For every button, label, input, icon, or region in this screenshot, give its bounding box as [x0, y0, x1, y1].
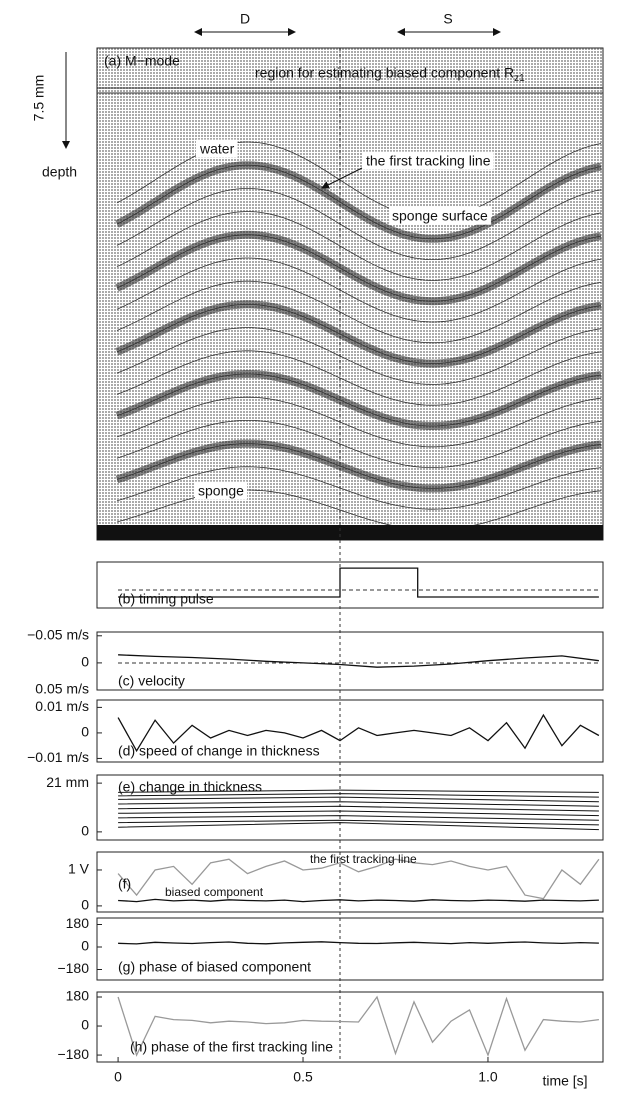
tracking-line: [116, 164, 602, 240]
label-backdrop: [195, 481, 248, 500]
line: [118, 796, 599, 803]
depth-label: depth: [42, 164, 77, 180]
interval-label: S: [443, 11, 452, 27]
tracking-line: [116, 466, 602, 510]
panel-frame: [96, 851, 604, 913]
tracking-line: [116, 211, 602, 281]
line: [118, 810, 599, 817]
line: [118, 819, 599, 826]
panel-title: (f): [118, 876, 131, 892]
tracking-line: [116, 257, 602, 323]
panel-frame: [96, 699, 604, 763]
annotation: the first tracking line: [366, 153, 491, 169]
annotation: sponge surface: [392, 208, 488, 224]
series-label: the first tracking line: [310, 852, 417, 866]
panel-frame: [96, 774, 604, 841]
y-tick-label: −180: [57, 1046, 89, 1062]
line: [118, 822, 599, 831]
line: [118, 815, 599, 821]
line: [118, 654, 599, 668]
y-tick-label: −0.01 m/s: [27, 749, 89, 765]
region-label: region for estimating biased component R…: [255, 65, 525, 84]
depth-scale: 7.5 mm: [31, 75, 47, 122]
y-tick-label: 0: [81, 823, 89, 839]
line: [117, 713, 600, 753]
label-backdrop: [363, 151, 494, 170]
x-axis-label: time [s]: [542, 1073, 587, 1089]
tracking-line: [116, 188, 602, 261]
y-tick-label: 0.05 m/s: [35, 681, 89, 697]
tracking-line: [116, 280, 602, 344]
panel-title: (b) timing pulse: [118, 591, 214, 607]
panel-title: (g) phase of biased component: [118, 959, 311, 975]
panel-title: (e) change in thickness: [118, 779, 262, 795]
panel-title: (d) speed of change in thickness: [118, 743, 320, 759]
line: [118, 898, 599, 903]
interval-label: D: [240, 11, 250, 27]
line: [118, 789, 599, 793]
y-tick-label: 0.01 m/s: [35, 698, 89, 714]
tracking-line: [116, 327, 602, 385]
tracking-line: [116, 350, 602, 406]
panel-title: (a) M−mode: [104, 53, 180, 69]
line: [118, 805, 599, 812]
line: [118, 793, 599, 798]
y-tick-label: 21 mm: [46, 774, 89, 790]
x-tick-label: 1.0: [478, 1069, 498, 1085]
line: [118, 941, 599, 945]
y-tick-label: −0.05 m/s: [27, 626, 89, 642]
line: [118, 567, 599, 598]
tracking-line: [116, 396, 602, 448]
tracking-line: [116, 373, 602, 427]
annotation: water: [199, 141, 235, 157]
y-tick-label: −180: [57, 960, 89, 976]
y-tick-label: 0: [81, 1017, 89, 1033]
line: [117, 995, 599, 1057]
y-tick-label: 180: [66, 988, 90, 1004]
y-tick-label: 0: [81, 938, 89, 954]
region-subscript: z1: [514, 73, 525, 84]
panel-title: (h) phase of the first tracking line: [130, 1039, 333, 1055]
x-tick-label: 0.5: [293, 1069, 313, 1085]
y-tick-label: 0: [81, 654, 89, 670]
y-tick-label: 0: [81, 897, 89, 913]
label-backdrop: [196, 139, 238, 158]
y-tick-label: 180: [66, 915, 90, 931]
label-backdrop: [389, 206, 491, 225]
tracking-line: [116, 443, 602, 489]
y-tick-label: 1 V: [68, 861, 90, 877]
line: [118, 801, 599, 807]
tracking-line: [116, 304, 602, 365]
panel-frame: [96, 561, 604, 609]
panel-frame: [96, 631, 604, 691]
tracking-line: [116, 234, 602, 302]
y-tick-label: 0: [81, 724, 89, 740]
panel-frame: [96, 991, 604, 1063]
annotation: sponge: [198, 483, 244, 499]
bottom-echo: [97, 525, 603, 540]
x-tick-label: 0: [114, 1069, 122, 1085]
panel-title: (c) velocity: [118, 673, 185, 689]
annotation-arrow: [321, 167, 363, 189]
m-mode-image: [96, 47, 604, 541]
series-label: biased component: [165, 885, 264, 899]
panel-frame: [96, 917, 604, 981]
tracking-line: [116, 420, 602, 468]
line: [117, 858, 600, 900]
